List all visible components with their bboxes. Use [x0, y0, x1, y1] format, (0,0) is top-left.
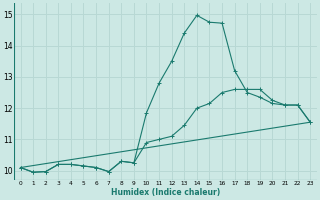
X-axis label: Humidex (Indice chaleur): Humidex (Indice chaleur) — [111, 188, 220, 197]
